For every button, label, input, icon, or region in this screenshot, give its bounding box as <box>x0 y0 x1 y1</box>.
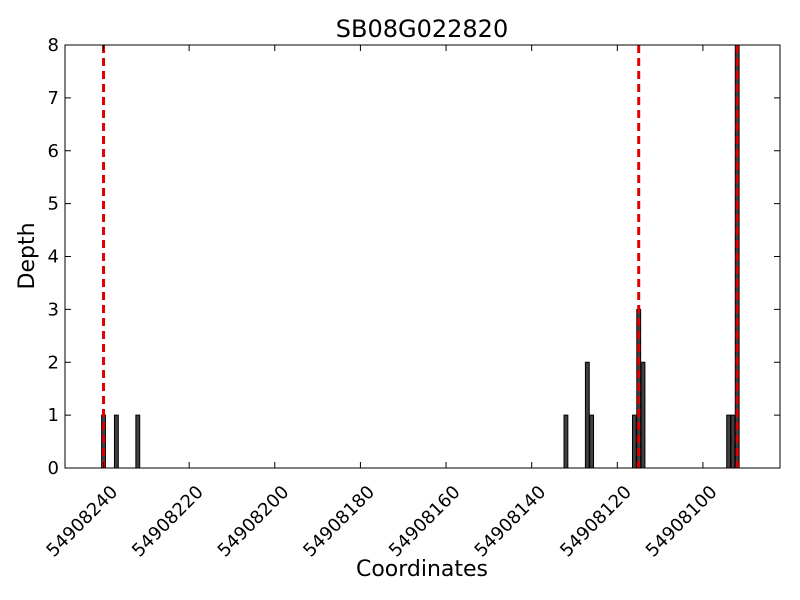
bar <box>730 414 736 469</box>
bar <box>563 414 569 469</box>
y-tick-label: 1 <box>48 405 59 426</box>
bar <box>589 414 595 469</box>
chart-title: SB08G022820 <box>336 15 508 43</box>
x-tick-label: 54908240 <box>42 482 122 562</box>
x-tick-label: 54908140 <box>471 482 551 562</box>
y-tick-label: 5 <box>48 194 59 215</box>
bar <box>640 361 646 469</box>
y-tick-label: 3 <box>48 299 59 320</box>
y-tick-label: 4 <box>48 247 59 268</box>
bar <box>135 414 141 469</box>
x-tick-label: 54908160 <box>385 482 465 562</box>
x-axis-ticks: 54908240 54908220 54908200 54908180 54908160… <box>42 45 722 562</box>
reference-lines <box>102 45 739 468</box>
x-tick-label: 54908180 <box>299 482 379 562</box>
y-axis-ticks: 0 1 2 3 4 5 6 7 8 <box>48 35 780 479</box>
x-tick-label: 54908120 <box>556 482 636 562</box>
y-tick-label: 7 <box>48 88 59 109</box>
x-tick-label: 54908100 <box>642 482 722 562</box>
bar <box>584 361 590 469</box>
x-axis-label: Coordinates <box>356 557 488 582</box>
y-tick-label: 6 <box>48 141 59 162</box>
bars <box>101 44 740 469</box>
bar <box>632 414 637 469</box>
x-tick-label: 54908220 <box>128 482 208 562</box>
y-tick-label: 8 <box>48 35 59 56</box>
bar <box>726 414 732 469</box>
bar <box>113 414 119 469</box>
x-tick-label: 54908200 <box>214 482 294 562</box>
plot-frame <box>64 44 781 469</box>
y-tick-label: 2 <box>48 352 59 373</box>
y-tick-label: 0 <box>48 458 59 479</box>
y-axis-label: Depth <box>15 222 40 289</box>
